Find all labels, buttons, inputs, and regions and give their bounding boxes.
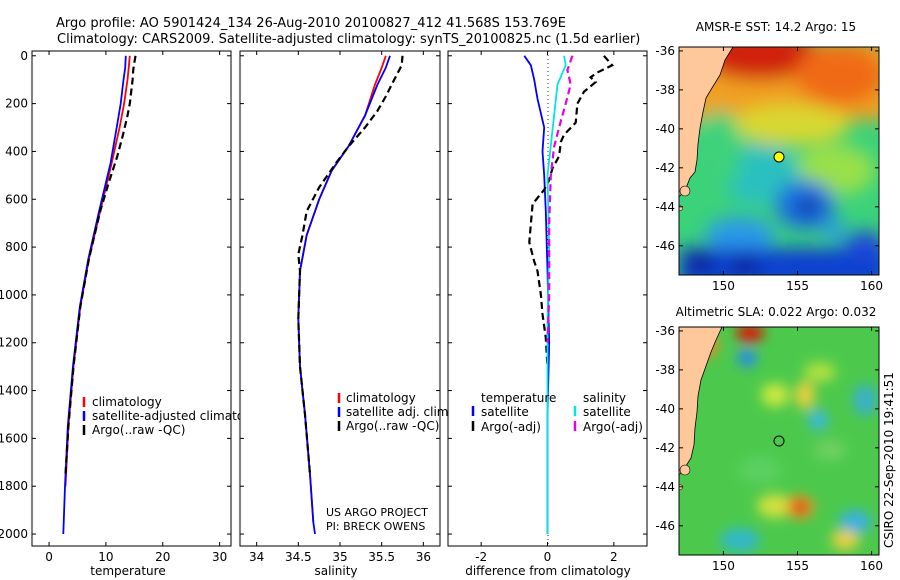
sst-map-title: AMSR-E SST: 14.2 Argo: 15 bbox=[696, 20, 856, 34]
sst-xtick-label: 155 bbox=[786, 279, 809, 293]
temp-xtick-label: 0 bbox=[45, 550, 53, 564]
sla-map: Altimetric SLA: 0.022 Argo: 0.032 bbox=[655, 305, 883, 573]
depth-tick-label: 1000 bbox=[0, 288, 28, 302]
depth-tick-label: 1800 bbox=[0, 479, 28, 493]
sal-xtick-label: 35.5 bbox=[368, 550, 395, 564]
sal-legend-argo: Argo(..raw -QC) bbox=[346, 419, 439, 433]
credit-timestamp: CSIRO 22-Sep-2010 19:41:51 bbox=[882, 372, 896, 548]
depth-tick-label: 0 bbox=[20, 49, 28, 63]
diff-xtick-label: 0 bbox=[544, 550, 552, 564]
sla-ytick-label: -36 bbox=[655, 324, 675, 338]
temperature-legend: climatology satellite-adjusted climatolo… bbox=[82, 395, 270, 437]
sst-xtick-label: 150 bbox=[712, 279, 735, 293]
depth-tick-label: 1600 bbox=[0, 431, 28, 445]
sst-map: AMSR-E SST: 14.2 Argo: 15 bbox=[655, 20, 883, 293]
temp-xtick-label: 10 bbox=[98, 550, 113, 564]
temp-series-argo-raw-qc bbox=[64, 55, 137, 475]
difference-panel: -2 0 2 temperature satellite Argo(-adj) sa… bbox=[447, 50, 648, 578]
sla-argo-marker bbox=[773, 435, 785, 447]
sal-series-argo-raw-qc bbox=[297, 55, 404, 475]
salinity-axis-label: salinity bbox=[314, 564, 357, 578]
sal-xtick-label: 34.5 bbox=[285, 550, 312, 564]
temperature-axis-label: temperature bbox=[90, 564, 165, 578]
header-line-2: Climatology: CARS2009. Satellite-adjuste… bbox=[57, 32, 640, 47]
sla-ytick-label: -46 bbox=[655, 519, 675, 533]
diff-xtick-label: -2 bbox=[475, 550, 487, 564]
sal-xtick-label: 36 bbox=[416, 550, 431, 564]
sla-xtick-label: 150 bbox=[712, 559, 735, 573]
depth-tick-label: 1200 bbox=[0, 336, 28, 350]
project-annotation-line-1: US ARGO PROJECT bbox=[326, 506, 428, 519]
legend-salinity-argo: Argo(-adj) bbox=[583, 420, 643, 434]
temp-legend-satellite: satellite-adjusted climatology bbox=[92, 409, 270, 423]
sst-ytick-label: -40 bbox=[655, 122, 675, 136]
sal-series-satellite-adj-clim bbox=[297, 55, 391, 535]
temp-xtick-label: 20 bbox=[155, 550, 170, 564]
sal-legend-climatology: climatology bbox=[346, 391, 416, 405]
difference-axis-label: difference from climatology bbox=[465, 564, 631, 578]
salinity-panel: 34 34.5 35 35.5 36 climatology satellite adj… bbox=[239, 50, 452, 578]
depth-tick-label: 600 bbox=[5, 192, 28, 206]
temperature-panel: 0 10 20 30 0 200 400 600 800 1000 1200 1400 1600 180… bbox=[0, 49, 270, 578]
temp-legend-argo: Argo(..raw -QC) bbox=[92, 423, 185, 437]
sal-xtick-label: 35 bbox=[332, 550, 347, 564]
depth-tick-label: 400 bbox=[5, 144, 28, 158]
depth-tick-label: 800 bbox=[5, 240, 28, 254]
sla-ytick-label: -38 bbox=[655, 363, 675, 377]
difference-legend: temperature satellite Argo(-adj) salinit… bbox=[471, 391, 643, 434]
salinity-legend: climatology satellite adj. clim. Argo(..… bbox=[337, 391, 452, 433]
sst-ytick-label: -38 bbox=[655, 83, 675, 97]
diff-xtick-label: 2 bbox=[610, 550, 618, 564]
legend-temperature-argo: Argo(-adj) bbox=[481, 420, 541, 434]
sla-map-title: Altimetric SLA: 0.022 Argo: 0.032 bbox=[676, 305, 877, 319]
sla-ytick-label: -40 bbox=[655, 402, 675, 416]
sal-xtick-label: 34 bbox=[249, 550, 264, 564]
sst-ytick-label: -46 bbox=[655, 239, 675, 253]
sla-ytick-label: -44 bbox=[655, 480, 675, 494]
diff-series-salinity-argo-adj bbox=[546, 55, 574, 343]
sst-ytick-label: -44 bbox=[655, 200, 675, 214]
legend-salinity-satellite: satellite bbox=[583, 405, 631, 419]
legend-salinity-title: salinity bbox=[583, 391, 626, 405]
sst-argo-marker bbox=[773, 151, 785, 163]
legend-temperature-title: temperature bbox=[481, 391, 556, 405]
legend-temperature-satellite: satellite bbox=[481, 405, 529, 419]
temp-legend-climatology: climatology bbox=[92, 395, 162, 409]
diff-series-salinity-satellite bbox=[546, 55, 567, 534]
sla-ytick-label: -42 bbox=[655, 441, 675, 455]
depth-tick-label: 2000 bbox=[0, 527, 28, 541]
sla-xtick-label: 160 bbox=[860, 559, 883, 573]
depth-tick-label: 200 bbox=[5, 97, 28, 111]
sst-ytick-label: -42 bbox=[655, 161, 675, 175]
sla-xtick-label: 155 bbox=[786, 559, 809, 573]
sst-ytick-label: -36 bbox=[655, 44, 675, 58]
project-annotation-line-2: PI: BRECK OWENS bbox=[326, 520, 425, 533]
header-line-1: Argo profile: AO 5901424_134 26-Aug-2010… bbox=[56, 16, 566, 31]
temp-xtick-label: 30 bbox=[212, 550, 227, 564]
sst-xtick-label: 160 bbox=[860, 279, 883, 293]
sal-legend-satellite: satellite adj. clim. bbox=[346, 405, 452, 419]
depth-tick-label: 1400 bbox=[0, 384, 28, 398]
